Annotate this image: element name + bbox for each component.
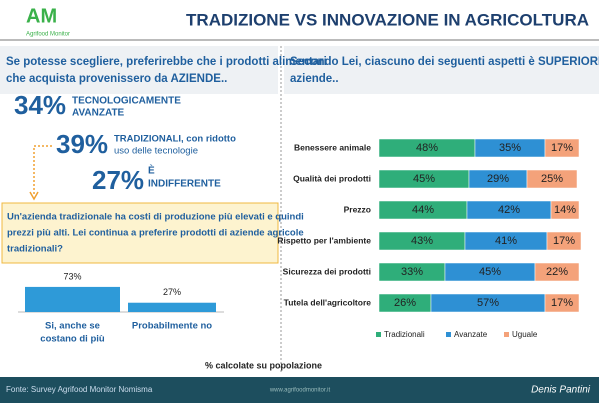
note: % calcolate su popolazione (205, 360, 322, 370)
category-label: Probabilmente no (132, 321, 212, 332)
stat-label: uso delle tecnologie (114, 146, 198, 157)
stat-label: TECNOLOGICAMENTE (72, 96, 181, 107)
category-label: Si, anche se (45, 321, 100, 332)
value-label: 22% (546, 266, 568, 278)
bar (25, 286, 120, 312)
followup: prezzi più alti. Lei continua a preferir… (7, 228, 304, 239)
stat-label: AVANZATE (72, 108, 125, 119)
value-label: 26% (394, 297, 416, 309)
value-label: 17% (551, 297, 573, 309)
source: Fonte: Survey Agrifood Monitor Nomisma (6, 385, 153, 394)
bar-segment (534, 262, 580, 282)
author: Denis Pantini (531, 385, 591, 396)
legend-swatch (504, 332, 509, 337)
value-label: 45% (479, 266, 501, 278)
arrow-head (29, 191, 39, 201)
value-label: 44% (412, 204, 434, 216)
followup-box (1, 202, 279, 264)
value-label: 43% (411, 235, 433, 247)
value-label: 25% (541, 173, 563, 185)
category-label: Sicurezza dei prodotti (283, 266, 371, 276)
stat-value: 34% (14, 90, 66, 120)
footer-bar (0, 377, 599, 403)
legend-swatch (376, 332, 381, 337)
bar-segment (526, 169, 578, 189)
legend-swatch (446, 332, 451, 337)
stat-label: TRADIZIONALI, con ridotto (114, 134, 236, 145)
right-question: Secondo Lei, ciascuno dei seguenti aspet… (290, 56, 599, 68)
legend-label: Uguale (512, 330, 538, 339)
category-label: costano di più (40, 334, 105, 345)
bar-segment (546, 231, 582, 251)
followup: Un'azienda tradizionale ha costi di prod… (7, 212, 304, 223)
stat-value: 39% (56, 129, 108, 159)
value-label: 73% (63, 271, 81, 281)
stat-label: INDIFFERENTE (148, 179, 221, 190)
bar-segment (550, 200, 580, 220)
stat-value: 27% (92, 165, 144, 195)
value-label: 35% (499, 142, 521, 154)
value-label: 33% (401, 266, 423, 278)
bar (128, 302, 216, 312)
category-label: Prezzo (344, 204, 371, 214)
logo: AM (26, 5, 57, 27)
url: www.agrifoodmonitor.it (269, 388, 331, 394)
value-label: 14% (554, 204, 576, 216)
legend-label: Avanzate (454, 330, 488, 339)
category-label: Tutela dell'agricoltore (284, 297, 372, 307)
category-label: Qualità dei prodotti (293, 173, 371, 183)
right-question-box (284, 46, 599, 94)
value-label: 45% (413, 173, 435, 185)
legend-label: Tradizionali (384, 330, 425, 339)
brand: Agrifood Monitor (26, 32, 70, 38)
stat-label: È (148, 164, 155, 177)
value-label: 57% (477, 297, 499, 309)
followup: tradizionali? (7, 244, 63, 255)
right-question: aziende.. (290, 73, 339, 85)
value-label: 27% (163, 287, 181, 297)
category-label: Rispetto per l'ambiente (277, 235, 371, 245)
value-label: 29% (487, 173, 509, 185)
arrow (33, 145, 52, 196)
category-label: Benessere animale (294, 142, 371, 152)
bar-segment (544, 293, 580, 313)
bar-segment (544, 138, 580, 158)
page-title: TRADIZIONE VS INNOVAZIONE IN AGRICOLTURA (186, 10, 589, 29)
value-label: 17% (551, 142, 573, 154)
left-question: che acquista provenissero da AZIENDE.. (6, 73, 227, 85)
left-question-box (0, 46, 278, 94)
value-label: 41% (495, 235, 517, 247)
value-label: 42% (498, 204, 520, 216)
value-label: 17% (553, 235, 575, 247)
left-question: Se potesse scegliere, preferirebbe che i… (6, 56, 327, 68)
value-label: 48% (416, 142, 438, 154)
